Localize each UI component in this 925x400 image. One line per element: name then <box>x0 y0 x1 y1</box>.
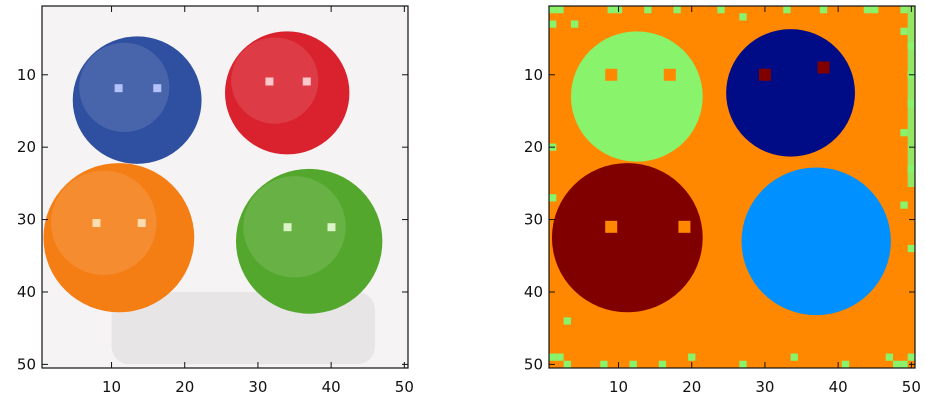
y-tick-label: 40 <box>17 283 36 301</box>
noise-pixel <box>783 6 791 14</box>
noise-pixel <box>549 194 557 202</box>
noise-pixel <box>563 317 571 325</box>
blue-ball-highlight-2 <box>153 84 162 93</box>
orange-ball <box>43 163 195 313</box>
y-tick-label: 50 <box>17 355 36 373</box>
light-green-region-hole-2 <box>663 68 676 81</box>
noise-pixel <box>863 6 872 14</box>
axes-frame <box>548 5 916 369</box>
red-ball-shade <box>231 37 319 124</box>
y-tick-label: 10 <box>17 66 36 84</box>
noise-pixel <box>629 360 637 368</box>
y-tick-label: 10 <box>524 66 543 84</box>
segmented-regions <box>551 29 891 316</box>
navy-region <box>726 29 855 157</box>
navy-region-hole-2 <box>817 61 830 74</box>
noise-pixel <box>907 353 915 361</box>
noise-pixel <box>570 20 579 28</box>
noise-pixel <box>900 201 908 209</box>
x-tick-label: 50 <box>395 378 414 396</box>
noise-pixel <box>549 6 557 14</box>
noise-pixel <box>658 360 667 368</box>
dark-red-region-hole-1 <box>605 220 618 233</box>
navy-region-hole-1 <box>758 68 771 81</box>
noise-pixel <box>790 353 798 361</box>
noise-pixel <box>900 360 908 368</box>
noise-pixel <box>900 129 908 137</box>
noise-pixel <box>893 360 901 368</box>
noise-pixel <box>600 360 608 368</box>
noise-pixel <box>717 6 725 14</box>
noise-pixel <box>739 360 747 368</box>
noise-pixel <box>739 13 747 21</box>
x-tick-label: 20 <box>175 378 194 396</box>
red-ball <box>225 31 350 155</box>
noise-pixel <box>885 353 894 361</box>
light-green-region-hole-1 <box>605 68 618 81</box>
axis-ticks: 10 20 30 40 50 10 20 30 40 50 <box>524 6 921 396</box>
green-ball-shade <box>243 176 346 278</box>
x-tick-label: 10 <box>609 378 628 396</box>
x-tick-label: 20 <box>682 378 701 396</box>
noise-pixel <box>556 6 564 14</box>
x-tick-label: 40 <box>829 378 848 396</box>
x-tick-label: 50 <box>902 378 921 396</box>
blue-ball <box>72 36 202 164</box>
noise-pixel <box>841 360 850 368</box>
green-ball-highlight-2 <box>327 223 336 232</box>
green-ball <box>235 168 383 314</box>
x-tick-label: 30 <box>755 378 774 396</box>
noise-pixel <box>563 360 571 368</box>
x-tick-label: 40 <box>322 378 341 396</box>
blue-ball-highlight-1 <box>114 84 123 93</box>
orange-ball-highlight-2 <box>137 219 146 228</box>
noise-pixel <box>607 6 615 14</box>
noise-pixel <box>644 6 652 14</box>
x-tick-label: 10 <box>102 378 121 396</box>
red-ball-highlight-2 <box>302 77 311 86</box>
noise-edge-strip <box>907 6 915 187</box>
noise-pixel <box>549 353 557 361</box>
noise-pixel <box>907 244 915 253</box>
y-tick-label: 20 <box>17 138 36 156</box>
noise-pixel <box>871 6 879 14</box>
green-ball-highlight-1 <box>283 223 292 232</box>
y-tick-label: 40 <box>524 283 543 301</box>
segmentation-noise <box>549 6 915 368</box>
ball-group <box>43 31 383 314</box>
original-image-panel: 10 20 30 40 50 10 20 30 40 50 <box>17 5 414 396</box>
orange-ball-shade <box>51 170 157 275</box>
red-ball-highlight-1 <box>265 77 274 86</box>
axis-ticks: 10 20 30 40 50 10 20 30 40 50 <box>17 6 414 396</box>
segmented-image-panel: 10 20 30 40 50 10 20 30 40 50 <box>524 5 921 396</box>
noise-pixel <box>549 20 557 28</box>
sky-blue-region <box>741 167 891 316</box>
y-tick-label: 20 <box>524 138 543 156</box>
orange-ball-highlight-1 <box>92 219 101 228</box>
y-tick-label: 30 <box>17 211 36 229</box>
light-green-region <box>570 31 703 162</box>
y-tick-label: 30 <box>524 211 543 229</box>
dark-red-region <box>551 163 703 313</box>
dark-red-region-hole-2 <box>678 220 691 233</box>
noise-pixel <box>556 353 564 361</box>
noise-pixel <box>819 6 828 14</box>
axes-frame <box>41 5 409 369</box>
y-tick-label: 50 <box>524 355 543 373</box>
x-tick-label: 30 <box>248 378 267 396</box>
blue-ball-shade <box>79 42 170 132</box>
noise-pixel <box>673 6 681 14</box>
noise-pixel <box>688 353 696 361</box>
noise-pixel <box>900 6 908 14</box>
noise-pixel <box>900 27 908 35</box>
